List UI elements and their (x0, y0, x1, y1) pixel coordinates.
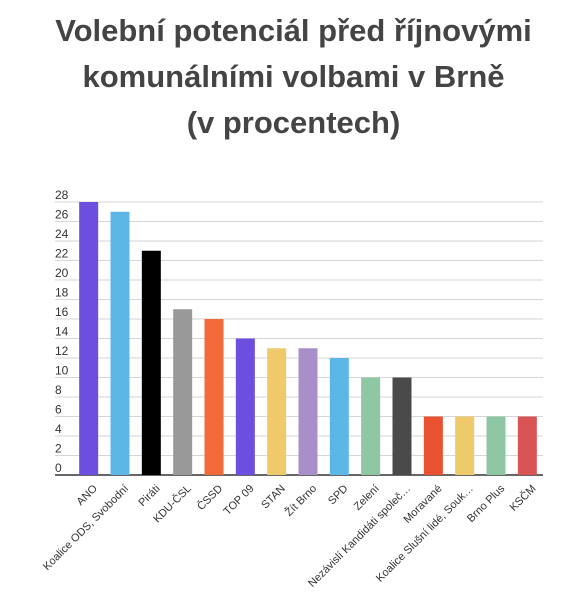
y-tick-label: 18 (55, 286, 69, 300)
x-category-label: KSČM (507, 482, 539, 514)
x-category-label: Piráti (136, 483, 162, 509)
bar (204, 319, 224, 475)
x-category-label: ČSSD (194, 482, 225, 513)
x-category-label: TOP 09 (222, 483, 257, 518)
chart-title-line-2: komunálními volbami v Brně (82, 59, 505, 94)
chart-title-line-3: (v procentech) (186, 105, 401, 140)
bar (392, 377, 412, 475)
y-tick-label: 10 (55, 364, 69, 378)
bars-layer (79, 202, 537, 475)
y-tick-label: 22 (55, 247, 69, 261)
y-tick-label: 14 (55, 325, 69, 339)
bar (141, 250, 161, 475)
bar (517, 416, 537, 475)
x-category-label: ANO (75, 482, 101, 508)
chart-title: Volební potenciál před říjnovými komunál… (0, 8, 587, 146)
bar (329, 358, 349, 475)
y-tick-label: 28 (55, 188, 69, 202)
bar (298, 348, 318, 475)
bar (267, 348, 287, 475)
y-tick-label: 4 (55, 422, 62, 436)
bar (235, 338, 255, 475)
x-category-label: SPD (326, 483, 351, 508)
y-tick-label: 12 (55, 344, 69, 358)
bar (173, 309, 193, 475)
bar (455, 416, 475, 475)
y-tick-label: 20 (55, 266, 69, 280)
bar (79, 202, 99, 475)
x-category-label: Žít Brno (282, 482, 319, 519)
y-tick-label: 8 (55, 383, 62, 397)
bar (423, 416, 443, 475)
y-tick-label: 0 (55, 461, 62, 475)
bar (361, 377, 381, 475)
chart-title-line-1: Volební potenciál před říjnovými (55, 13, 532, 48)
x-category-label: STAN (259, 483, 288, 512)
y-tick-label: 2 (55, 442, 62, 456)
y-tick-label: 24 (55, 227, 69, 241)
y-tick-label: 26 (55, 208, 69, 222)
bar (486, 416, 506, 475)
y-tick-label: 6 (55, 403, 62, 417)
bar (110, 211, 130, 475)
y-tick-label: 16 (55, 305, 69, 319)
x-category-label: Zelení (352, 483, 382, 513)
